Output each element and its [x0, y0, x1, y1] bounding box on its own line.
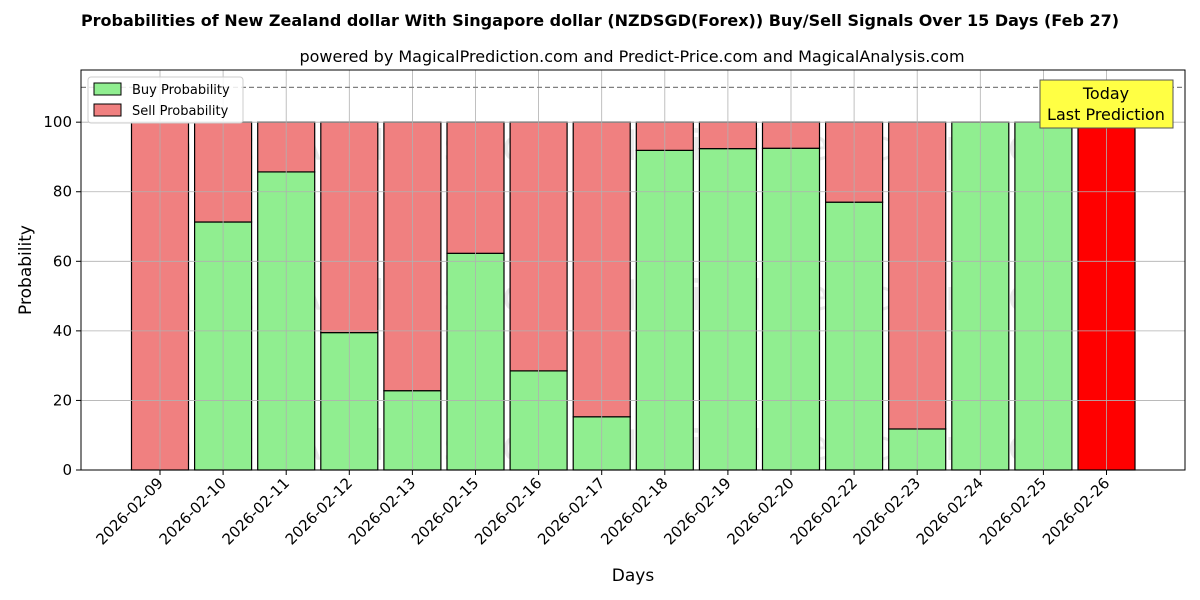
x-tick-label: 2026-02-11	[219, 474, 293, 548]
annotation-line1: Today	[1082, 84, 1129, 103]
annotation-line2: Last Prediction	[1047, 105, 1165, 124]
x-tick-label: 2026-02-12	[282, 474, 356, 548]
x-tick-label: 2026-02-19	[660, 474, 734, 548]
legend-label-buy: Buy Probability	[132, 83, 230, 98]
x-tick-label: 2026-02-16	[471, 474, 545, 548]
x-tick-label: 2026-02-10	[156, 474, 230, 548]
x-tick-label: 2026-02-15	[408, 474, 482, 548]
chart-subtitle: powered by MagicalPrediction.com and Pre…	[299, 47, 964, 66]
x-tick-label: 2026-02-26	[1039, 474, 1113, 548]
plot-frame	[80, 69, 1186, 471]
x-tick-label: 2026-02-09	[92, 474, 166, 548]
annotation-box	[1039, 79, 1174, 129]
x-tick-label: 2026-02-25	[976, 474, 1050, 548]
chart-title: Probabilities of New Zealand dollar With…	[81, 11, 1119, 30]
legend-swatch-buy	[93, 82, 122, 96]
plot-area: MagicalAnalysis.comMagicalPrediction.com…	[43, 69, 1186, 548]
x-tick-label: 2026-02-20	[723, 474, 797, 548]
x-tick-label: 2026-02-13	[345, 474, 419, 548]
x-tick-label: 2026-02-22	[787, 474, 861, 548]
legend-box	[87, 76, 244, 124]
y-tick-label: 40	[53, 322, 72, 340]
annotation-today: Today Last Prediction	[1039, 79, 1174, 129]
legend-label-sell: Sell Probability	[132, 104, 229, 119]
y-tick-label: 100	[43, 113, 72, 131]
x-tick-label: 2026-02-18	[597, 474, 671, 548]
x-tick-label: 2026-02-17	[534, 474, 608, 548]
y-axis-label: Probability	[16, 225, 36, 315]
x-tick-label: 2026-02-24	[913, 474, 987, 548]
x-tick-label: 2026-02-23	[850, 474, 924, 548]
y-tick-label: 60	[53, 252, 72, 270]
legend-swatch-sell	[93, 103, 122, 117]
legend: Buy Probability Sell Probability	[87, 76, 244, 124]
y-tick-label: 80	[53, 183, 72, 201]
y-tick-label: 0	[62, 461, 72, 479]
y-tick-label: 20	[53, 391, 72, 409]
x-axis-label: Days	[612, 566, 655, 586]
